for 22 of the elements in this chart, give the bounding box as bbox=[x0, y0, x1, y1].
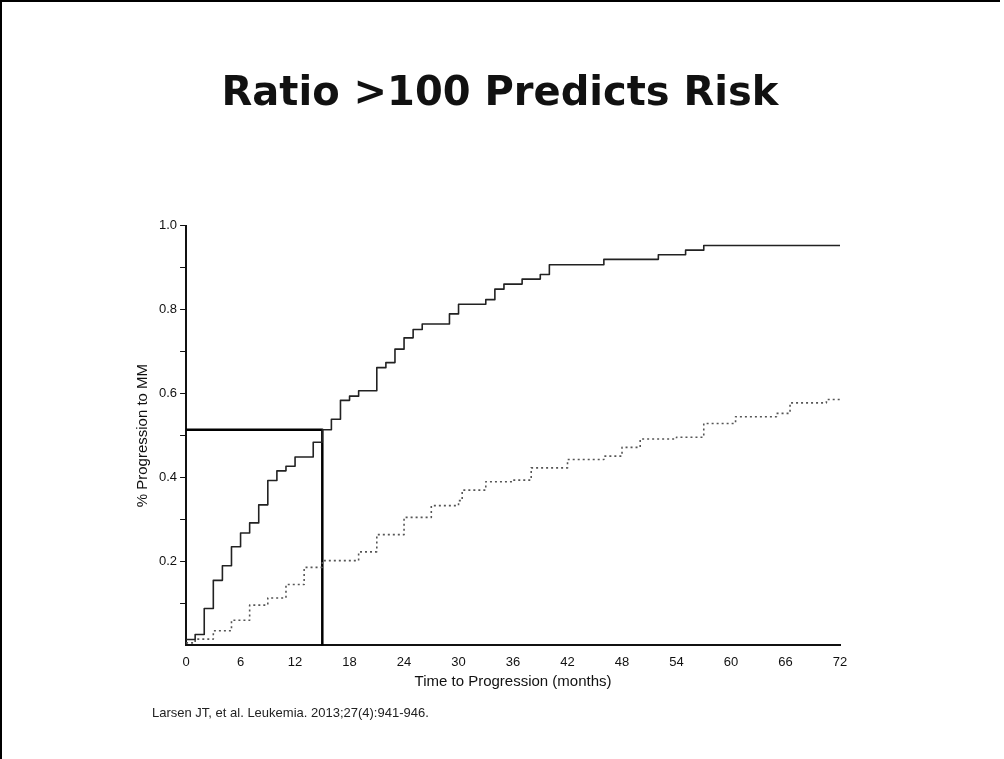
x-tick-label: 6 bbox=[236, 653, 245, 669]
x-tick-label: 0 bbox=[182, 653, 190, 669]
x-tick-label: 42 bbox=[560, 653, 575, 669]
y-axis-title: % Progression to MM bbox=[133, 363, 151, 508]
x-tick-label: 12 bbox=[287, 653, 303, 669]
x-tick-label: 30 bbox=[451, 653, 466, 669]
y-tick-label: 1.0 bbox=[158, 217, 178, 233]
x-tick-label: 48 bbox=[614, 653, 630, 669]
y-tick-label: 0.4 bbox=[158, 469, 178, 485]
x-tick-label: 18 bbox=[342, 653, 357, 669]
x-axis-title: Time to Progression (months) bbox=[414, 672, 612, 690]
x-tick-label: 54 bbox=[669, 653, 684, 669]
y-tick-label: 0.2 bbox=[158, 553, 178, 569]
x-tick-label: 36 bbox=[505, 653, 521, 669]
y-tick-label: 0.6 bbox=[158, 385, 178, 401]
y-tick-label: 0.8 bbox=[158, 301, 178, 317]
text: Larsen JT, et al. Leukemia. 2013;27(4):941-946. bbox=[152, 705, 429, 720]
x-tick-label: 24 bbox=[396, 653, 412, 669]
x-tick-label: 60 bbox=[723, 653, 739, 669]
x-tick-label: 66 bbox=[778, 653, 793, 669]
chart-title: Ratio >100 Predicts Risk bbox=[220, 68, 780, 114]
x-tick-label: 72 bbox=[832, 653, 848, 669]
